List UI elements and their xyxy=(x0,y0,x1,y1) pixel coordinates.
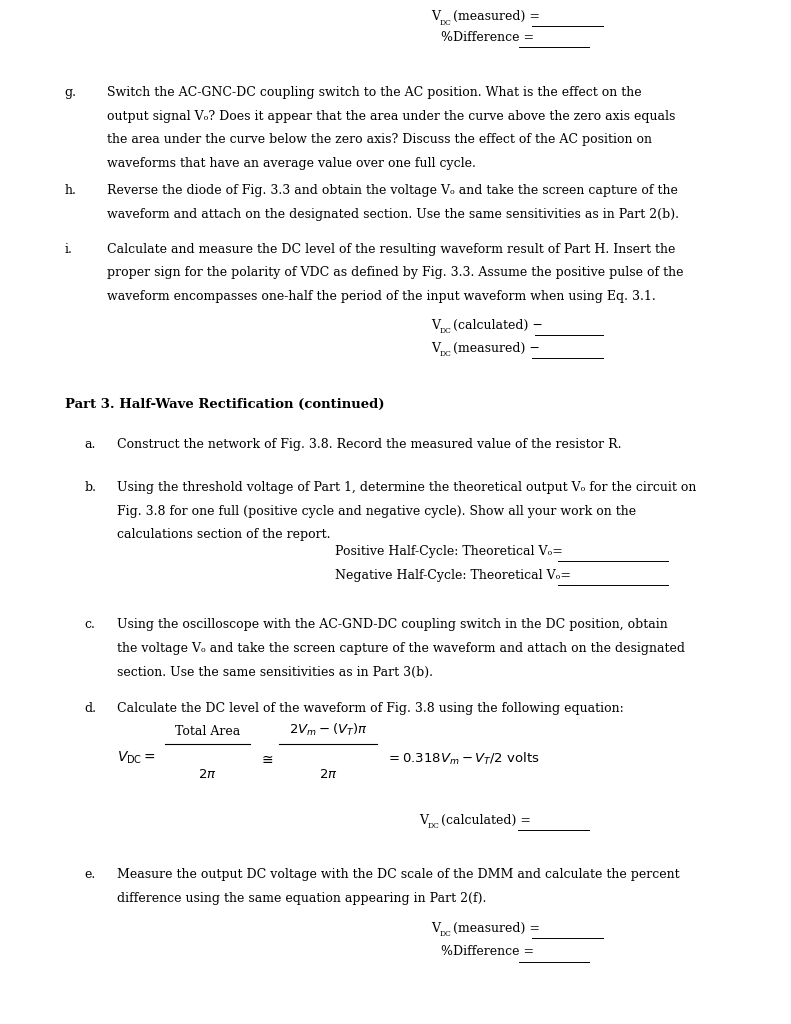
Text: DC: DC xyxy=(440,18,452,27)
Text: Calculate and measure the DC level of the resulting waveform result of Part H. I: Calculate and measure the DC level of th… xyxy=(107,243,676,256)
Text: (calculated) =: (calculated) = xyxy=(437,814,536,827)
Text: proper sign for the polarity of VDC as defined by Fig. 3.3. Assume the positive : proper sign for the polarity of VDC as d… xyxy=(107,266,683,280)
Text: V: V xyxy=(419,814,428,827)
Text: DC: DC xyxy=(440,327,452,335)
Text: DC: DC xyxy=(428,822,440,830)
Text: waveform and attach on the designated section. Use the same sensitivities as in : waveform and attach on the designated se… xyxy=(107,208,679,221)
Text: h.: h. xyxy=(65,184,77,198)
Text: d.: d. xyxy=(85,702,97,716)
Text: Using the oscilloscope with the AC-GND-DC coupling switch in the DC position, ob: Using the oscilloscope with the AC-GND-D… xyxy=(117,618,668,632)
Text: waveforms that have an average value over one full cycle.: waveforms that have an average value ove… xyxy=(107,157,475,170)
Text: Calculate the DC level of the waveform of Fig. 3.8 using the following equation:: Calculate the DC level of the waveform o… xyxy=(117,702,624,716)
Text: waveform encompasses one-half the period of the input waveform when using Eq. 3.: waveform encompasses one-half the period… xyxy=(107,290,656,303)
Text: calculations section of the report.: calculations section of the report. xyxy=(117,528,331,542)
Text: a.: a. xyxy=(85,438,96,452)
Text: %Difference =: %Difference = xyxy=(441,945,539,958)
Text: $2V_m-(V_T)\pi$: $2V_m-(V_T)\pi$ xyxy=(289,722,368,738)
Text: (measured) −: (measured) − xyxy=(449,342,544,355)
Text: the voltage Vₒ and take the screen capture of the waveform and attach on the des: the voltage Vₒ and take the screen captu… xyxy=(117,642,685,655)
Text: $2\pi$: $2\pi$ xyxy=(319,768,338,781)
Text: (measured) =: (measured) = xyxy=(449,922,544,935)
Text: $= 0.318V_m - V_T/2\ \mathrm{volts}$: $= 0.318V_m - V_T/2\ \mathrm{volts}$ xyxy=(386,751,539,767)
Text: Total Area: Total Area xyxy=(175,725,240,738)
Text: DC: DC xyxy=(440,930,452,938)
Text: Measure the output DC voltage with the DC scale of the DMM and calculate the per: Measure the output DC voltage with the D… xyxy=(117,868,679,882)
Text: the area under the curve below the zero axis? Discuss the effect of the AC posit: the area under the curve below the zero … xyxy=(107,133,652,146)
Text: difference using the same equation appearing in Part 2(f).: difference using the same equation appea… xyxy=(117,892,486,905)
Text: $V_{\mathrm{DC}}=$: $V_{\mathrm{DC}}=$ xyxy=(117,750,156,766)
Text: V: V xyxy=(431,9,440,23)
Text: Using the threshold voltage of Part 1, determine the theoretical output Vₒ for t: Using the threshold voltage of Part 1, d… xyxy=(117,481,696,495)
Text: output signal Vₒ? Does it appear that the area under the curve above the zero ax: output signal Vₒ? Does it appear that th… xyxy=(107,110,676,123)
Text: V: V xyxy=(431,318,440,332)
Text: Construct the network of Fig. 3.8. Record the measured value of the resistor R.: Construct the network of Fig. 3.8. Recor… xyxy=(117,438,622,452)
Text: DC: DC xyxy=(440,350,452,358)
Text: $\cong$: $\cong$ xyxy=(259,752,274,766)
Text: e.: e. xyxy=(85,868,96,882)
Text: %Difference =: %Difference = xyxy=(441,31,539,44)
Text: b.: b. xyxy=(85,481,97,495)
Text: Reverse the diode of Fig. 3.3 and obtain the voltage Vₒ and take the screen capt: Reverse the diode of Fig. 3.3 and obtain… xyxy=(107,184,678,198)
Text: V: V xyxy=(431,922,440,935)
Text: section. Use the same sensitivities as in Part 3(b).: section. Use the same sensitivities as i… xyxy=(117,666,433,679)
Text: $2\pi$: $2\pi$ xyxy=(198,768,217,781)
Text: Positive Half-Cycle: Theoretical Vₒ=: Positive Half-Cycle: Theoretical Vₒ= xyxy=(335,545,567,558)
Text: Negative Half-Cycle: Theoretical Vₒ=: Negative Half-Cycle: Theoretical Vₒ= xyxy=(335,568,575,582)
Text: (measured) =: (measured) = xyxy=(449,9,544,23)
Text: Switch the AC-GNC-DC coupling switch to the AC position. What is the effect on t: Switch the AC-GNC-DC coupling switch to … xyxy=(107,86,642,99)
Text: g.: g. xyxy=(65,86,77,99)
Text: Part 3. Half-Wave Rectification (continued): Part 3. Half-Wave Rectification (continu… xyxy=(65,398,384,412)
Text: i.: i. xyxy=(65,243,73,256)
Text: c.: c. xyxy=(85,618,96,632)
Text: V: V xyxy=(431,342,440,355)
Text: (calculated) −: (calculated) − xyxy=(449,318,547,332)
Text: Fig. 3.8 for one full (positive cycle and negative cycle). Show all your work on: Fig. 3.8 for one full (positive cycle an… xyxy=(117,505,636,518)
